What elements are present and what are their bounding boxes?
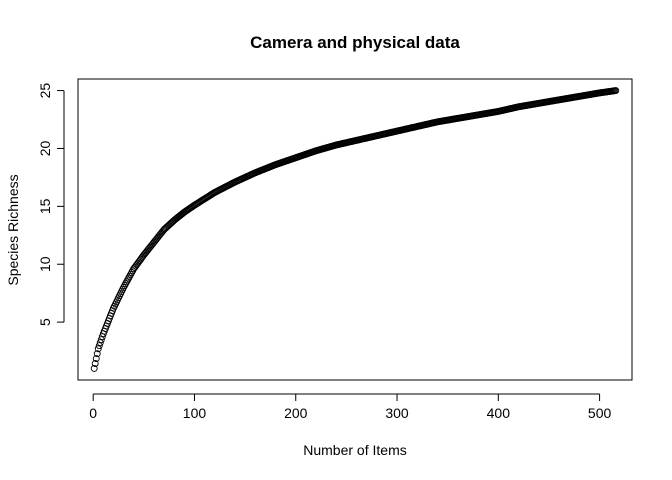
data-point — [97, 336, 105, 344]
y-tick-label: 5 — [37, 318, 53, 326]
x-tick-label: 400 — [487, 405, 511, 421]
y-axis-label: Species Richness — [5, 174, 21, 285]
x-tick-label: 500 — [588, 405, 612, 421]
data-point — [92, 355, 100, 363]
x-axis: 0 100 200 300 400 500 — [89, 393, 612, 421]
x-tick-label: 200 — [284, 405, 308, 421]
y-tick-label: 15 — [37, 198, 53, 214]
x-axis-label: Number of Items — [303, 442, 406, 458]
x-tick-label: 300 — [385, 405, 409, 421]
x-tick-label: 0 — [89, 405, 97, 421]
y-axis: 5 10 15 20 25 — [37, 83, 65, 326]
plot-frame — [77, 78, 633, 381]
data-point — [93, 350, 101, 358]
x-tick-label: 100 — [183, 405, 207, 421]
data-point — [91, 360, 99, 367]
y-tick-label: 10 — [37, 256, 53, 272]
data-point — [94, 345, 102, 353]
y-tick-label: 20 — [37, 140, 53, 156]
data-point — [90, 364, 98, 372]
data-point — [95, 342, 103, 350]
data-point — [612, 87, 620, 95]
data-points — [90, 87, 620, 372]
chart-title: Camera and physical data — [250, 33, 460, 52]
y-tick-label: 25 — [37, 83, 53, 99]
data-point — [96, 339, 104, 347]
